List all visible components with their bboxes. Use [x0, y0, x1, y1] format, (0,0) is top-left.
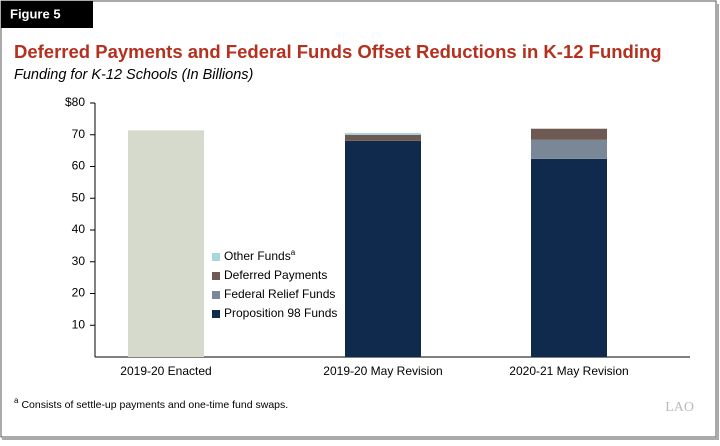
legend-swatch — [212, 310, 220, 318]
chart-title: Deferred Payments and Federal Funds Offs… — [14, 41, 662, 62]
bar-segment — [128, 130, 204, 357]
figure-label: Figure 5 — [10, 6, 61, 21]
legend-footnote-marker: a — [291, 248, 296, 257]
y-tick-label: 50 — [72, 190, 86, 204]
legend-swatch — [212, 272, 220, 280]
x-tick-label: 2019-20 Enacted — [120, 364, 211, 378]
bar-segment — [531, 139, 607, 159]
legend-label: Federal Relief Funds — [224, 287, 335, 301]
y-tick-label: $80 — [65, 95, 85, 109]
x-tick-label: 2019-20 May Revision — [323, 364, 442, 378]
bar-segment — [345, 132, 421, 135]
y-tick-label: 30 — [72, 254, 86, 268]
y-tick-label: 20 — [72, 286, 86, 300]
footnote: a Consists of settle-up payments and one-… — [14, 396, 288, 411]
legend-label: Other Fundsa — [224, 248, 296, 263]
chart-subtitle: Funding for K-12 Schools (In Billions) — [14, 67, 253, 83]
y-tick-label: 70 — [72, 127, 86, 141]
y-tick-label: 60 — [72, 159, 86, 173]
shadow — [716, 4, 719, 440]
bar-segment — [345, 134, 421, 141]
footnote-marker: a — [14, 396, 19, 405]
legend-label: Deferred Payments — [224, 268, 327, 282]
shadow — [2, 437, 718, 440]
logo: LAO — [665, 400, 694, 415]
bar-segment — [531, 128, 607, 140]
legend-swatch — [212, 291, 220, 299]
footnote-text: Consists of settle-up payments and one-t… — [21, 399, 288, 411]
bar-segment — [531, 158, 607, 357]
legend-swatch — [212, 253, 220, 261]
bar-segment — [345, 140, 421, 357]
y-tick-label: 10 — [72, 317, 86, 331]
legend-label: Proposition 98 Funds — [224, 306, 337, 320]
y-tick-label: 40 — [72, 222, 86, 236]
x-tick-label: 2020-21 May Revision — [509, 364, 628, 378]
figure-tab — [1, 1, 93, 28]
